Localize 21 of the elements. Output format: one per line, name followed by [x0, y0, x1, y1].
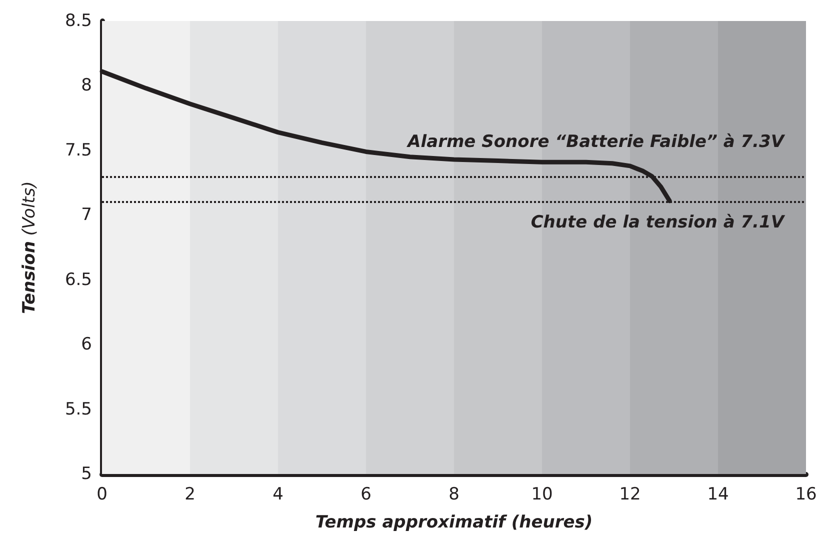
- x-tick-label: 2: [184, 484, 196, 504]
- y-tick-label: 8: [81, 76, 92, 96]
- ref-line-label: Alarme Sonore “Batterie Faible” à 7.3V: [406, 132, 786, 152]
- x-tick-label: 16: [795, 484, 817, 504]
- x-tick-label: 0: [96, 484, 108, 504]
- x-tick-label: 12: [619, 484, 641, 504]
- y-tick-label: 6.5: [64, 270, 92, 290]
- y-tick-label: 6: [81, 334, 92, 355]
- y-tick-label: 7.5: [64, 140, 92, 160]
- ref-line-label: Chute de la tension à 7.1V: [530, 212, 786, 233]
- x-axis-title: Temps approximatif (heures): [315, 512, 593, 532]
- y-tick-label: 8.5: [64, 11, 92, 31]
- x-tick-label: 8: [448, 484, 460, 504]
- y-axis-title: Tension (Volts): [20, 181, 40, 314]
- x-tick-label: 10: [531, 484, 553, 504]
- x-tick-label: 4: [272, 484, 284, 504]
- x-tick-label: 14: [707, 484, 729, 504]
- x-tick-label: 6: [360, 484, 372, 504]
- y-tick-label: 5: [81, 464, 92, 484]
- y-tick-label: 5.5: [64, 399, 92, 420]
- y-tick-label: 7: [81, 205, 92, 226]
